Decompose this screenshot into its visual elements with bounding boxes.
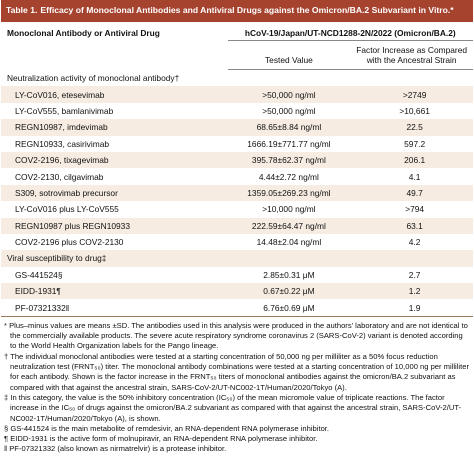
table-row: REGN10987 plus REGN10933 222.59±64.47 ng/… bbox=[1, 217, 473, 234]
drug-name: COV2-2196 plus COV2-2130 bbox=[15, 237, 124, 248]
drug-name: GS-441524§ bbox=[15, 269, 63, 280]
drug-name: LY-CoV016, etesevimab bbox=[1, 86, 228, 103]
data-table: Monoclonal Antibody or Antiviral Drug hC… bbox=[1, 22, 473, 317]
table-row: COV2-2196, tixagevimab 395.78±62.37 ng/ml… bbox=[1, 151, 473, 169]
drug-name: EIDD-1931¶ bbox=[1, 283, 228, 300]
table-row: COV2-2196 plus COV2-2130 14.48±2.04 ng/ml… bbox=[1, 234, 473, 250]
table-row: PF-07321332‖ 6.76±0.69 μM 1.9 bbox=[1, 299, 473, 316]
table-row: LY-CoV016 plus LY-CoV555 >10,000 ng/ml >79… bbox=[1, 201, 473, 217]
factor-increase: 63.1 bbox=[350, 217, 473, 234]
footnote: ¶ EIDD-1931 is the active form of molnup… bbox=[4, 434, 318, 444]
section-row: Viral susceptibility to drug‡ bbox=[1, 250, 473, 267]
table-header: Monoclonal Antibody or Antiviral Drug hC… bbox=[1, 22, 473, 70]
factor-increase: >794 bbox=[405, 204, 425, 215]
section-label: Neutralization activity of monoclonal an… bbox=[7, 73, 180, 84]
tested-value: >10,000 ng/ml bbox=[262, 204, 316, 215]
factor-increase: 49.7 bbox=[350, 184, 473, 202]
footnote: ‡ In this category, the value is the 50%… bbox=[4, 392, 462, 423]
factor-increase: 22.5 bbox=[350, 119, 473, 136]
tested-value: 222.59±64.47 ng/ml bbox=[227, 217, 351, 234]
factor-increase: 206.1 bbox=[350, 151, 473, 169]
tested-value: 2.85±0.31 μM bbox=[263, 269, 315, 280]
table-row: GS-441524§ 2.85±0.31 μM 2.7 bbox=[1, 267, 473, 283]
tested-value: >50,000 ng/ml bbox=[262, 105, 316, 116]
factor-increase: >2749 bbox=[350, 86, 473, 103]
table-row: LY-CoV016, etesevimab >50,000 ng/ml >2749 bbox=[1, 86, 473, 103]
table-row: EIDD-1931¶ 0.67±0.22 μM 1.2 bbox=[1, 283, 473, 300]
factor-increase: 4.2 bbox=[408, 237, 421, 248]
drug-name: S309, sotrovimab precursor bbox=[1, 184, 228, 202]
footnote: † The individual monoclonal antibodies w… bbox=[4, 351, 469, 392]
drug-name: REGN10987 plus REGN10933 bbox=[1, 217, 228, 234]
section-row: Neutralization activity of monoclonal an… bbox=[1, 70, 473, 87]
section-label: Viral susceptibility to drug‡ bbox=[1, 250, 473, 267]
drug-name: LY-CoV016 plus LY-CoV555 bbox=[15, 204, 119, 215]
footnotes: * Plus–minus values are means ±SD. The a… bbox=[1, 317, 473, 455]
factor-increase: 2.7 bbox=[408, 269, 421, 280]
factor-increase: 4.1 bbox=[408, 171, 421, 182]
table-row: LY-CoV555, bamlanivimab >50,000 ng/ml >10,… bbox=[1, 103, 473, 119]
tested-value: 14.48±2.04 ng/ml bbox=[256, 237, 322, 248]
table-row: REGN10987, imdevimab 68.65±8.84 ng/ml 22.5 bbox=[1, 119, 473, 136]
factor-increase: 597.2 bbox=[404, 138, 426, 149]
factor-increase: 1.2 bbox=[350, 283, 473, 300]
footnote: § GS-441524 is the main metabolite of re… bbox=[4, 423, 330, 433]
column-header: Tested Value bbox=[227, 40, 351, 70]
column-header: Monoclonal Antibody or Antiviral Drug bbox=[7, 28, 160, 38]
tested-value: 4.44±2.72 ng/ml bbox=[258, 171, 319, 182]
title-text: Efficacy of Monoclonal Antibodies and An… bbox=[40, 5, 454, 15]
footnote: ‖ PF-07321332 (also known as nirmatrelvi… bbox=[4, 444, 227, 454]
table-row: REGN10933, casirivimab 1666.19±771.77 ng/… bbox=[1, 136, 473, 152]
drug-name: REGN10987, imdevimab bbox=[1, 119, 228, 136]
tested-value: >50,000 ng/ml bbox=[227, 86, 351, 103]
drug-name: PF-07321332‖ bbox=[15, 302, 70, 313]
tested-value: 68.65±8.84 ng/ml bbox=[227, 119, 351, 136]
tested-value: 1359.05±269.23 ng/ml bbox=[227, 184, 351, 202]
table-figure: Table 1. Efficacy of Monoclonal Antibodie… bbox=[1, 0, 473, 455]
tested-value: 395.78±62.37 ng/ml bbox=[227, 151, 351, 169]
tested-value: 0.67±0.22 μM bbox=[227, 283, 351, 300]
drug-name: COV2-2196, tixagevimab bbox=[1, 151, 228, 169]
factor-increase: 1.9 bbox=[408, 302, 421, 313]
drug-name: LY-CoV555, bamlanivimab bbox=[15, 105, 114, 116]
table-row: COV2-2130, cilgavimab 4.44±2.72 ng/ml 4.1 bbox=[1, 168, 473, 184]
column-header: Factor Increase as Compared with the Anc… bbox=[350, 40, 473, 70]
drug-name: REGN10933, casirivimab bbox=[15, 138, 110, 149]
footnote: * Plus–minus values are means ±SD. The a… bbox=[4, 320, 468, 351]
drug-name: COV2-2130, cilgavimab bbox=[15, 171, 104, 182]
table-title: Table 1. Efficacy of Monoclonal Antibodie… bbox=[1, 0, 473, 22]
tested-value: 6.76±0.69 μM bbox=[263, 302, 315, 313]
title-label: Table 1. bbox=[6, 5, 38, 15]
table-row: S309, sotrovimab precursor 1359.05±269.23… bbox=[1, 184, 473, 202]
table-body: Neutralization activity of monoclonal an… bbox=[1, 70, 473, 317]
group-header: hCoV-19/Japan/UT-NCD1288-2N/2022 (Omicro… bbox=[227, 22, 473, 41]
tested-value: 1666.19±771.77 ng/ml bbox=[247, 138, 331, 149]
factor-increase: >10,661 bbox=[399, 105, 430, 116]
